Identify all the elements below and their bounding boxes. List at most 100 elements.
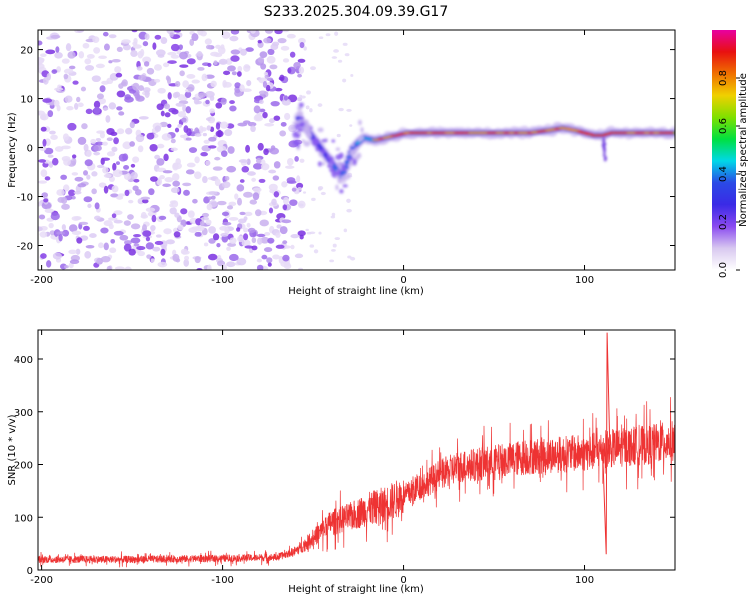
noise-speckle <box>283 95 289 101</box>
noise-speckle <box>140 196 151 200</box>
noise-speckle <box>89 233 97 238</box>
noise-speckle <box>93 100 101 109</box>
noise-speckle <box>118 111 125 116</box>
noise-speckle <box>62 133 69 141</box>
noise-speckle <box>119 234 129 241</box>
noise-speckle <box>284 112 291 121</box>
noise-speckle <box>179 64 189 68</box>
noise-speckle <box>270 43 279 50</box>
noise-speckle <box>47 154 54 158</box>
noise-speckle <box>331 56 338 59</box>
noise-speckle <box>262 81 268 88</box>
noise-speckle <box>118 153 128 162</box>
noise-speckle <box>56 189 65 196</box>
noise-speckle <box>210 118 216 122</box>
noise-speckle <box>123 220 131 226</box>
snr-y-tick-label: 300 <box>14 408 33 419</box>
noise-speckle <box>71 195 76 200</box>
noise-speckle <box>152 42 157 50</box>
noise-speckle <box>226 261 236 268</box>
noise-speckle <box>85 108 93 115</box>
noise-speckle <box>159 174 165 180</box>
noise-speckle <box>103 242 109 251</box>
spectrogram-x-label: Height of straight line (km) <box>288 286 424 297</box>
noise-speckle <box>342 78 347 83</box>
noise-speckle <box>180 208 188 215</box>
noise-speckle <box>94 202 100 210</box>
noise-speckle <box>124 266 132 270</box>
noise-speckle <box>146 132 155 140</box>
noise-speckle <box>222 221 232 226</box>
transition-speckle <box>349 150 354 156</box>
noise-speckle <box>228 253 239 262</box>
noise-speckle <box>82 42 90 49</box>
spectrogram-x-tick-label: 100 <box>575 275 594 286</box>
noise-speckle <box>38 159 47 163</box>
noise-speckle <box>161 133 172 141</box>
noise-speckle <box>264 231 271 236</box>
ridge-hotspot <box>590 134 597 137</box>
noise-speckle <box>185 137 192 141</box>
noise-speckle <box>237 235 244 243</box>
noise-speckle <box>108 223 114 230</box>
noise-speckle <box>297 73 302 78</box>
transition-speckle <box>321 162 326 166</box>
spectrogram-y-tick-label: 0 <box>27 144 33 155</box>
noise-speckle <box>231 71 237 76</box>
noise-speckle <box>116 46 123 53</box>
noise-speckle <box>48 161 54 168</box>
noise-speckle <box>69 259 80 265</box>
noise-speckle <box>325 33 331 37</box>
noise-speckle <box>186 162 196 168</box>
noise-speckle <box>282 254 290 262</box>
noise-speckle <box>337 59 343 63</box>
noise-speckle <box>311 197 316 202</box>
noise-speckle <box>264 122 275 127</box>
spectrogram-x-tick-label: -100 <box>211 275 234 286</box>
noise-speckle <box>77 136 87 145</box>
snr-x-ticks: -200 -100 0 100 <box>30 330 594 586</box>
noise-speckle <box>251 245 258 251</box>
noise-speckle <box>332 243 337 248</box>
noise-speckle <box>280 121 287 127</box>
noise-speckle <box>85 245 95 249</box>
noise-speckle <box>106 265 112 270</box>
noise-speckle <box>98 242 104 249</box>
transition-speckle <box>290 125 297 131</box>
noise-speckle <box>148 188 155 196</box>
noise-speckle <box>102 107 109 111</box>
noise-speckle <box>344 53 350 57</box>
spectrogram-y-tick-label: 10 <box>20 95 33 106</box>
noise-speckle <box>256 233 266 238</box>
noise-speckle <box>38 110 45 116</box>
noise-speckle <box>320 191 326 196</box>
noise-speckle <box>125 127 133 135</box>
noise-speckle <box>132 156 140 163</box>
noise-speckle <box>247 122 257 127</box>
noise-speckle <box>73 190 82 195</box>
noise-speckle <box>263 37 272 44</box>
noise-speckle <box>276 224 282 229</box>
noise-speckle <box>169 207 177 215</box>
noise-speckle <box>221 181 231 189</box>
noise-speckle <box>38 61 42 66</box>
transition-speckle <box>319 152 323 158</box>
noise-speckle <box>101 80 110 85</box>
transition-speckle <box>340 165 347 172</box>
noise-speckle <box>50 134 58 140</box>
ridge-dip-speckle <box>602 143 606 148</box>
noise-speckle <box>121 39 131 44</box>
snr-x-tick-label: 0 <box>400 575 406 586</box>
noise-speckle <box>261 163 270 171</box>
noise-speckle <box>163 153 169 162</box>
noise-speckle <box>268 118 275 124</box>
noise-speckle <box>191 79 200 84</box>
noise-speckle <box>268 169 277 174</box>
noise-speckle <box>102 166 109 174</box>
noise-speckle <box>218 58 228 65</box>
noise-speckle <box>188 147 198 153</box>
noise-speckle <box>138 116 149 120</box>
noise-speckle <box>184 90 192 98</box>
noise-speckle <box>234 82 241 89</box>
